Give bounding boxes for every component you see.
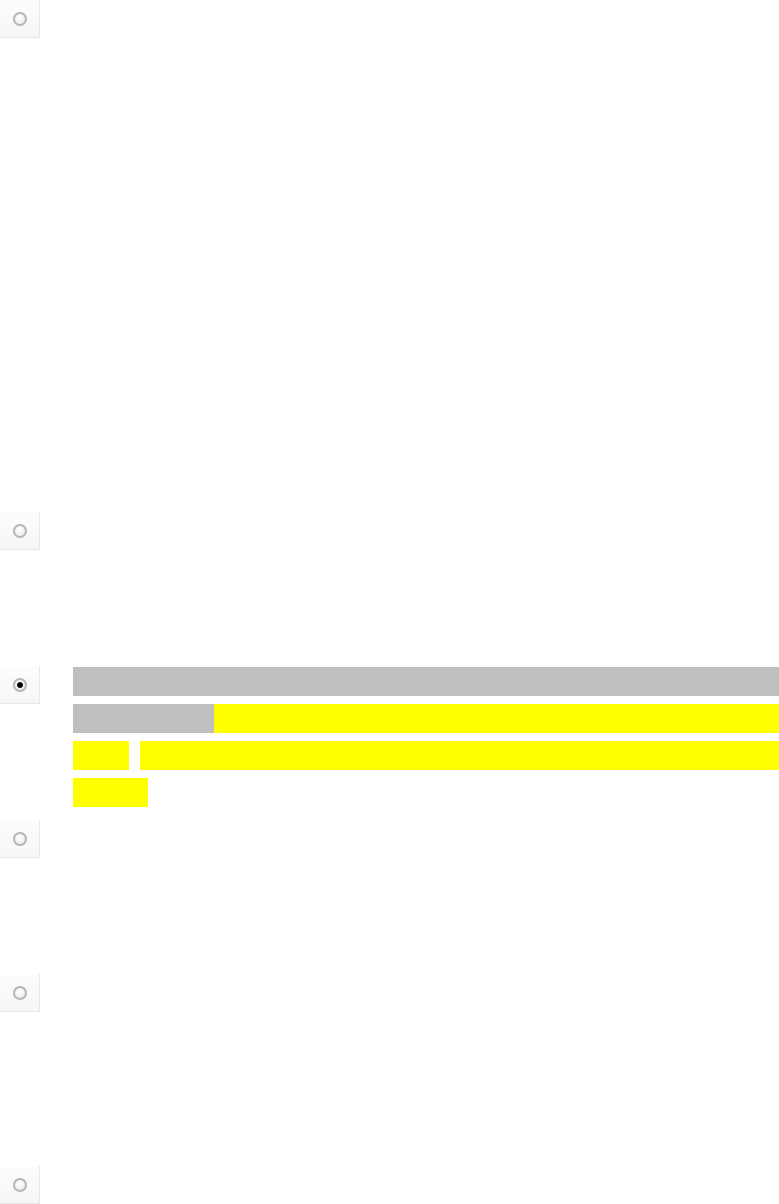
radio-circle-icon	[13, 832, 27, 846]
radio-option-4[interactable]	[0, 974, 40, 1012]
radio-option-3[interactable]	[0, 820, 40, 858]
radio-option-1[interactable]	[0, 512, 40, 550]
content-segment	[73, 667, 779, 696]
content-line-1	[73, 704, 779, 733]
content-segment	[73, 778, 148, 807]
content-line-0	[73, 667, 779, 696]
radio-circle-icon	[13, 1178, 27, 1192]
content-segment	[73, 741, 129, 770]
content-segment	[129, 741, 140, 770]
highlighted-content	[73, 667, 779, 815]
radio-dot-icon	[17, 682, 23, 688]
radio-circle-icon	[13, 12, 27, 26]
content-segment	[140, 741, 779, 770]
radio-option-0[interactable]	[0, 0, 40, 38]
radio-circle-icon	[13, 986, 27, 1000]
content-segment	[214, 704, 779, 733]
radio-circle-icon	[13, 524, 27, 538]
radio-option-5[interactable]	[0, 1166, 40, 1204]
content-segment	[73, 704, 214, 733]
content-line-3	[73, 778, 779, 807]
radio-option-2[interactable]	[0, 666, 40, 704]
content-line-2	[73, 741, 779, 770]
radio-circle-icon	[13, 678, 27, 692]
